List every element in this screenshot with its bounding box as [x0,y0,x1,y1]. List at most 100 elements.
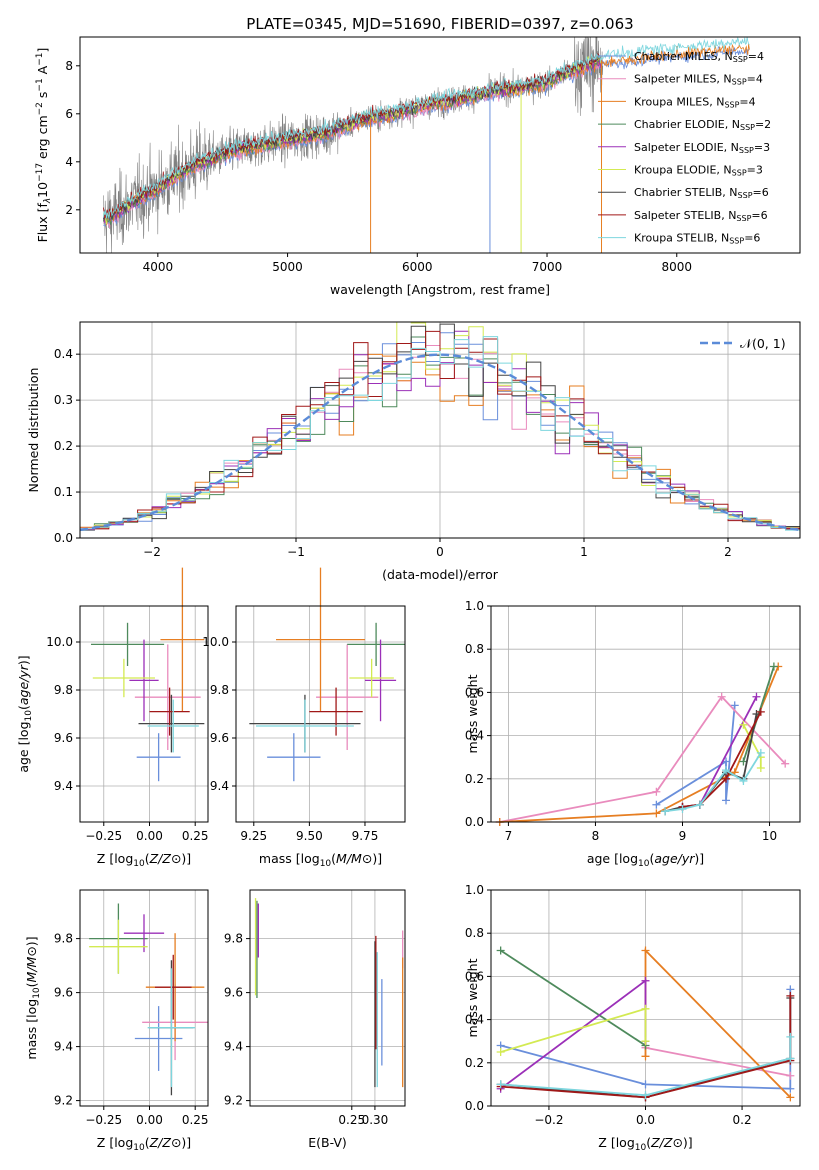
massweight-vs-Z-ylabel: mass weight [465,958,480,1037]
massweight-marker [786,1071,795,1080]
spectrum-legend: Chabrier MILES, NSSP=4 Salpeter MILES, NS… [598,50,771,246]
mass-vs-Z-frame [79,889,209,1107]
massweight-marker [641,1004,650,1013]
x-tick-label: 0.00 [136,829,163,843]
y-tick-label: 0.6 [465,685,484,699]
mass-vs-Z-ylabel: mass [log10(M/M⊙)] [24,936,42,1059]
legend-label: Salpeter MILES, NSSP=4 [634,73,763,87]
massweight-line [500,995,792,1099]
x-tick-label: 0.00 [136,1113,163,1127]
massweight-marker [678,805,687,814]
mass-vs-Z-xlabel: Z [log10(Z/Z⊙)] [97,1135,191,1153]
y-tick-label: 1.0 [465,599,484,613]
y-tick-label: 0.2 [465,772,484,786]
massweight-marker [739,720,748,729]
massweight-line [500,978,647,1090]
residuals-frame [79,321,801,539]
gaussian-curve [79,353,801,532]
legend-label: Chabrier ELODIE, NSSP=2 [634,118,771,132]
massweight-marker [722,766,731,775]
massweight-marker [652,787,661,796]
x-tick-label: 0.25 [338,1113,365,1127]
y-tick-label: 9.2 [54,1094,73,1108]
y-tick-label: 0.0 [54,531,73,545]
x-tick-label: 8 [592,829,600,843]
massweight-marker [786,1032,795,1041]
legend-label: Chabrier STELIB, NSSP=6 [634,186,769,200]
legend-label: Kroupa STELIB, NSSP=6 [634,232,760,246]
spectrum-xlabel: wavelength [Angstrom, rest frame] [330,282,550,297]
y-tick-label: 0.3 [54,393,73,407]
massweight-line [644,980,791,1077]
y-tick-label: 10.0 [46,635,73,649]
massweight-line [644,948,791,1099]
massweight-marker [730,701,739,710]
x-tick-label: 0.2 [733,1113,752,1127]
residuals-axes: −2 −1 0 1 2 0.0 0.1 0.2 0.3 0.4 (data-model)/error… [26,322,801,582]
massweight-marker [641,946,650,955]
massweight-marker [652,809,661,818]
spectrum-ylabel: Flux [fλ10−17 erg cm−2 s−1 A−1] [35,48,53,243]
x-tick-label: −2 [143,545,161,559]
massweight-marker [641,1052,650,1061]
age-vs-Z-frame [79,605,209,823]
mass-vs-ebv-axes: 0.250.30 9.2 9.4 9.6 9.8 E(B-V) [224,890,405,1150]
y-tick-label: 9.4 [210,779,229,793]
y-tick-label: 9.6 [224,986,243,1000]
y-tick-label: 9.8 [224,932,243,946]
x-tick-label: 9.25 [240,829,267,843]
x-tick-label: 6000 [402,260,433,274]
massweight-vs-age-axes: 7 8 9 10 0.0 0.2 0.4 0.6 0.8 1.0 age [log10(age/yr… [465,599,800,869]
spectrum-axes: 4000 5000 6000 7000 8000 2 4 6 8 wavelength [Angs… [35,37,771,297]
x-tick-label: 9 [679,829,687,843]
x-tick-label: 0.25 [182,1113,209,1127]
y-tick-label: 6 [65,107,73,121]
massweight-marker [695,800,704,809]
age-vs-Z-xlabel: Z [log10(Z/Z⊙)] [97,851,191,869]
y-tick-label: 0.8 [465,926,484,940]
age-vs-Z-ylabel: age [log10(age/yr)] [16,655,34,772]
x-tick-label: 8000 [661,260,692,274]
x-tick-label: −0.25 [85,829,122,843]
gaussian-legend-label: 𝒩(0, 1) [740,336,786,351]
y-tick-label: 0.4 [465,1013,484,1027]
massweight-marker [786,1084,795,1093]
y-tick-label: 9.8 [54,932,73,946]
massweight-marker [717,692,726,701]
y-tick-label: 0.6 [465,969,484,983]
residuals-ylabel: Normed distribution [26,368,41,493]
massweight-marker [496,1080,505,1089]
legend-label: Kroupa MILES, NSSP=4 [634,95,756,109]
x-tick-label: 0.25 [182,829,209,843]
massweight-vs-Z-axes: −0.2 0.0 0.2 0.0 0.2 0.4 0.6 0.8 1.0 Z [log10(Z/Z… [465,883,800,1153]
massweight-marker [786,991,795,1000]
x-tick-label: 0.30 [362,1113,389,1127]
massweight-line [682,711,762,808]
x-tick-label: −1 [287,545,305,559]
massweight-marker [781,759,790,768]
y-tick-label: 9.6 [54,731,73,745]
massweight-marker [786,1093,795,1102]
age-vs-mass-frame [235,605,406,823]
y-tick-label: 0.0 [465,1099,484,1113]
massweight-vs-Z-xlabel: Z [log10(Z/Z⊙)] [598,1135,692,1153]
massweight-marker [752,692,761,701]
x-tick-label: 1 [580,545,588,559]
massweight-marker [641,976,650,985]
y-tick-label: 9.8 [210,683,229,697]
massweight-line [500,1036,792,1097]
massweight-marker [722,774,731,783]
massweight-marker [756,748,765,757]
massweight-line [499,666,780,823]
y-tick-label: 2 [65,203,73,217]
age-vs-mass-xlabel: mass [log10(M/M⊙)] [259,851,382,869]
y-tick-label: 9.4 [54,779,73,793]
y-tick-label: 0.2 [54,439,73,453]
massweight-marker [756,707,765,716]
y-tick-label: 0.4 [465,729,484,743]
massweight-vs-Z-frame [490,889,801,1107]
model-spectrum-line [103,37,750,219]
residuals-xlabel: (data-model)/error [382,567,499,582]
y-tick-label: 9.6 [54,986,73,1000]
massweight-line [655,705,736,806]
